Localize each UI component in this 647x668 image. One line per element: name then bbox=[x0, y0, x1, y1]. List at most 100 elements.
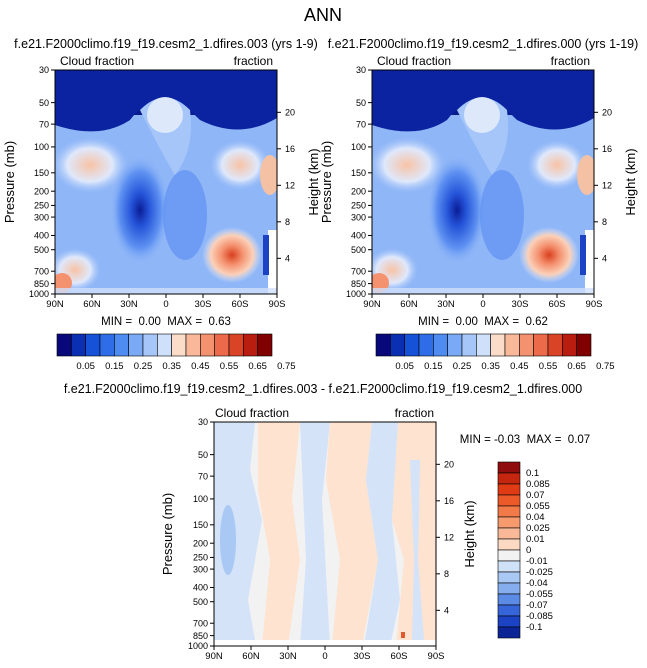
x-tick-label: 60S bbox=[391, 651, 408, 662]
colorbar-swatch bbox=[504, 333, 520, 357]
colorbar-label: 0.75 bbox=[277, 361, 296, 372]
colorbar-swatch bbox=[497, 472, 521, 485]
y-tick-label: 1000 bbox=[29, 289, 49, 299]
colorbar-label: 0.45 bbox=[191, 361, 210, 372]
y-tick-label: 70 bbox=[356, 119, 366, 129]
colorbar-label: 0.15 bbox=[105, 361, 124, 372]
x-tick-label: 30N bbox=[279, 651, 297, 662]
y-axis-right-label: Height (km) bbox=[306, 148, 321, 215]
y-axis-right-label: Height (km) bbox=[623, 148, 638, 215]
x-tick-label: 30S bbox=[354, 651, 371, 662]
colorbar-swatch bbox=[375, 333, 391, 357]
colorbar-label: 0.35 bbox=[481, 361, 500, 372]
colorbar-label: -0.1 bbox=[526, 622, 542, 633]
y-tick-label: 150 bbox=[34, 168, 49, 178]
y-right-tick-label: 20 bbox=[602, 108, 612, 118]
x-tick-label: 90S bbox=[428, 651, 445, 662]
y-right-tick-label: 8 bbox=[285, 217, 290, 227]
panel-title: f.e21.F2000climo.f19_f19.cesm2_1.dfires.… bbox=[328, 37, 639, 51]
colorbar-swatch bbox=[214, 333, 230, 357]
colorbar-swatch bbox=[497, 626, 521, 639]
colorbar-label: 0.65 bbox=[567, 361, 586, 372]
colorbar-swatch bbox=[228, 333, 244, 357]
y-tick-label: 200 bbox=[193, 538, 208, 548]
x-tick-label: 60S bbox=[549, 299, 566, 310]
x-tick-label: 60S bbox=[232, 299, 249, 310]
colorbar-label: 0.25 bbox=[134, 361, 153, 372]
min-max-stats: MIN = 0.00 MAX = 0.63 bbox=[101, 316, 231, 328]
colorbar-swatch bbox=[71, 333, 86, 357]
x-tick-label: 30S bbox=[195, 299, 212, 310]
y-tick-label: 250 bbox=[351, 201, 366, 211]
colorbar-label: -0.055 bbox=[526, 589, 553, 600]
y-right-tick-label: 4 bbox=[444, 606, 449, 616]
panel-top-left: f.e21.F2000climo.f19_f19.cesm2_1.dfires.… bbox=[2, 37, 321, 328]
y-tick-label: 500 bbox=[193, 597, 208, 607]
colorbar-label: 0.07 bbox=[526, 490, 545, 501]
colorbar-label: -0.085 bbox=[526, 611, 553, 622]
y-right-tick-label: 16 bbox=[602, 144, 612, 154]
y-tick-label: 300 bbox=[351, 212, 366, 222]
y-tick-label: 700 bbox=[34, 266, 49, 276]
y-tick-label: 50 bbox=[356, 98, 366, 108]
panel-title: f.e21.F2000climo.f19_f19.cesm2_1.dfires.… bbox=[14, 37, 318, 51]
colorbar-left: 0.05 0.15 0.25 0.35 0.45 0.55 0.65 0.75 bbox=[56, 333, 296, 372]
colorbar-label: 0.35 bbox=[162, 361, 181, 372]
colorbar-swatch bbox=[461, 333, 477, 357]
y-tick-label: 50 bbox=[198, 450, 208, 460]
y-tick-label: 400 bbox=[351, 231, 366, 241]
colorbar-swatch bbox=[497, 571, 521, 584]
colorbar-label: 0.055 bbox=[526, 501, 550, 512]
colorbar-swatch bbox=[519, 333, 534, 357]
colorbar-swatch bbox=[562, 333, 577, 357]
y-right-tick-label: 20 bbox=[444, 460, 454, 470]
colorbar-swatch bbox=[56, 333, 72, 357]
x-tick-label: 60N bbox=[400, 299, 418, 310]
y-tick-label: 30 bbox=[356, 65, 366, 75]
colorbar-swatch bbox=[497, 494, 521, 507]
panel-title: f.e21.F2000climo.f19_f19.cesm2_1.dfires.… bbox=[64, 382, 582, 396]
y-tick-label: 100 bbox=[193, 494, 208, 504]
y-tick-label: 50 bbox=[39, 98, 49, 108]
colorbar-label: 0.025 bbox=[526, 523, 550, 534]
x-tick-label: 90S bbox=[269, 299, 286, 310]
y-right-tick-label: 20 bbox=[285, 108, 295, 118]
colorbar-swatch bbox=[114, 333, 129, 357]
left-label: Cloud fraction bbox=[60, 54, 134, 68]
colorbar-swatch bbox=[200, 333, 215, 357]
colorbar-label: -0.01 bbox=[526, 556, 548, 567]
colorbar-swatch bbox=[490, 333, 506, 357]
y-tick-label: 200 bbox=[351, 186, 366, 196]
colorbar-swatch bbox=[390, 333, 405, 357]
x-tick-label: 90N bbox=[363, 299, 381, 310]
min-max-stats: MIN = 0.00 MAX = 0.62 bbox=[418, 316, 548, 328]
colorbar-label: 0.04 bbox=[526, 512, 545, 523]
y-right-tick-label: 8 bbox=[602, 217, 607, 227]
colorbar-swatch bbox=[497, 538, 521, 551]
colorbar-label: 0.1 bbox=[526, 468, 539, 479]
min-max-stats: MIN = -0.03 MAX = 0.07 bbox=[460, 434, 590, 446]
figure-title: ANN bbox=[304, 5, 342, 25]
y-axis-right-label: Height (km) bbox=[462, 500, 477, 567]
colorbar-swatch bbox=[142, 333, 158, 357]
right-label: fraction bbox=[234, 54, 273, 68]
panel-top-right: f.e21.F2000climo.f19_f19.cesm2_1.dfires.… bbox=[319, 37, 638, 328]
y-right-tick-label: 12 bbox=[444, 533, 454, 543]
colorbar-label: 0.05 bbox=[76, 361, 95, 372]
y-tick-label: 150 bbox=[193, 520, 208, 530]
x-tick-label: 60N bbox=[242, 651, 260, 662]
y-tick-label: 500 bbox=[351, 245, 366, 255]
colorbar-swatch bbox=[433, 333, 448, 357]
y-tick-label: 300 bbox=[34, 212, 49, 222]
x-tick-label: 0 bbox=[163, 299, 168, 310]
colorbar-label: 0.05 bbox=[395, 361, 414, 372]
x-tick-label: 90S bbox=[586, 299, 603, 310]
left-label: Cloud fraction bbox=[377, 54, 451, 68]
y-right-tick-label: 16 bbox=[444, 496, 454, 506]
colorbar-swatch bbox=[447, 333, 463, 357]
colorbar-label: 0.15 bbox=[424, 361, 443, 372]
colorbar-swatch bbox=[257, 333, 273, 357]
colorbar-label: 0.01 bbox=[526, 534, 545, 545]
y-tick-label: 500 bbox=[34, 245, 49, 255]
